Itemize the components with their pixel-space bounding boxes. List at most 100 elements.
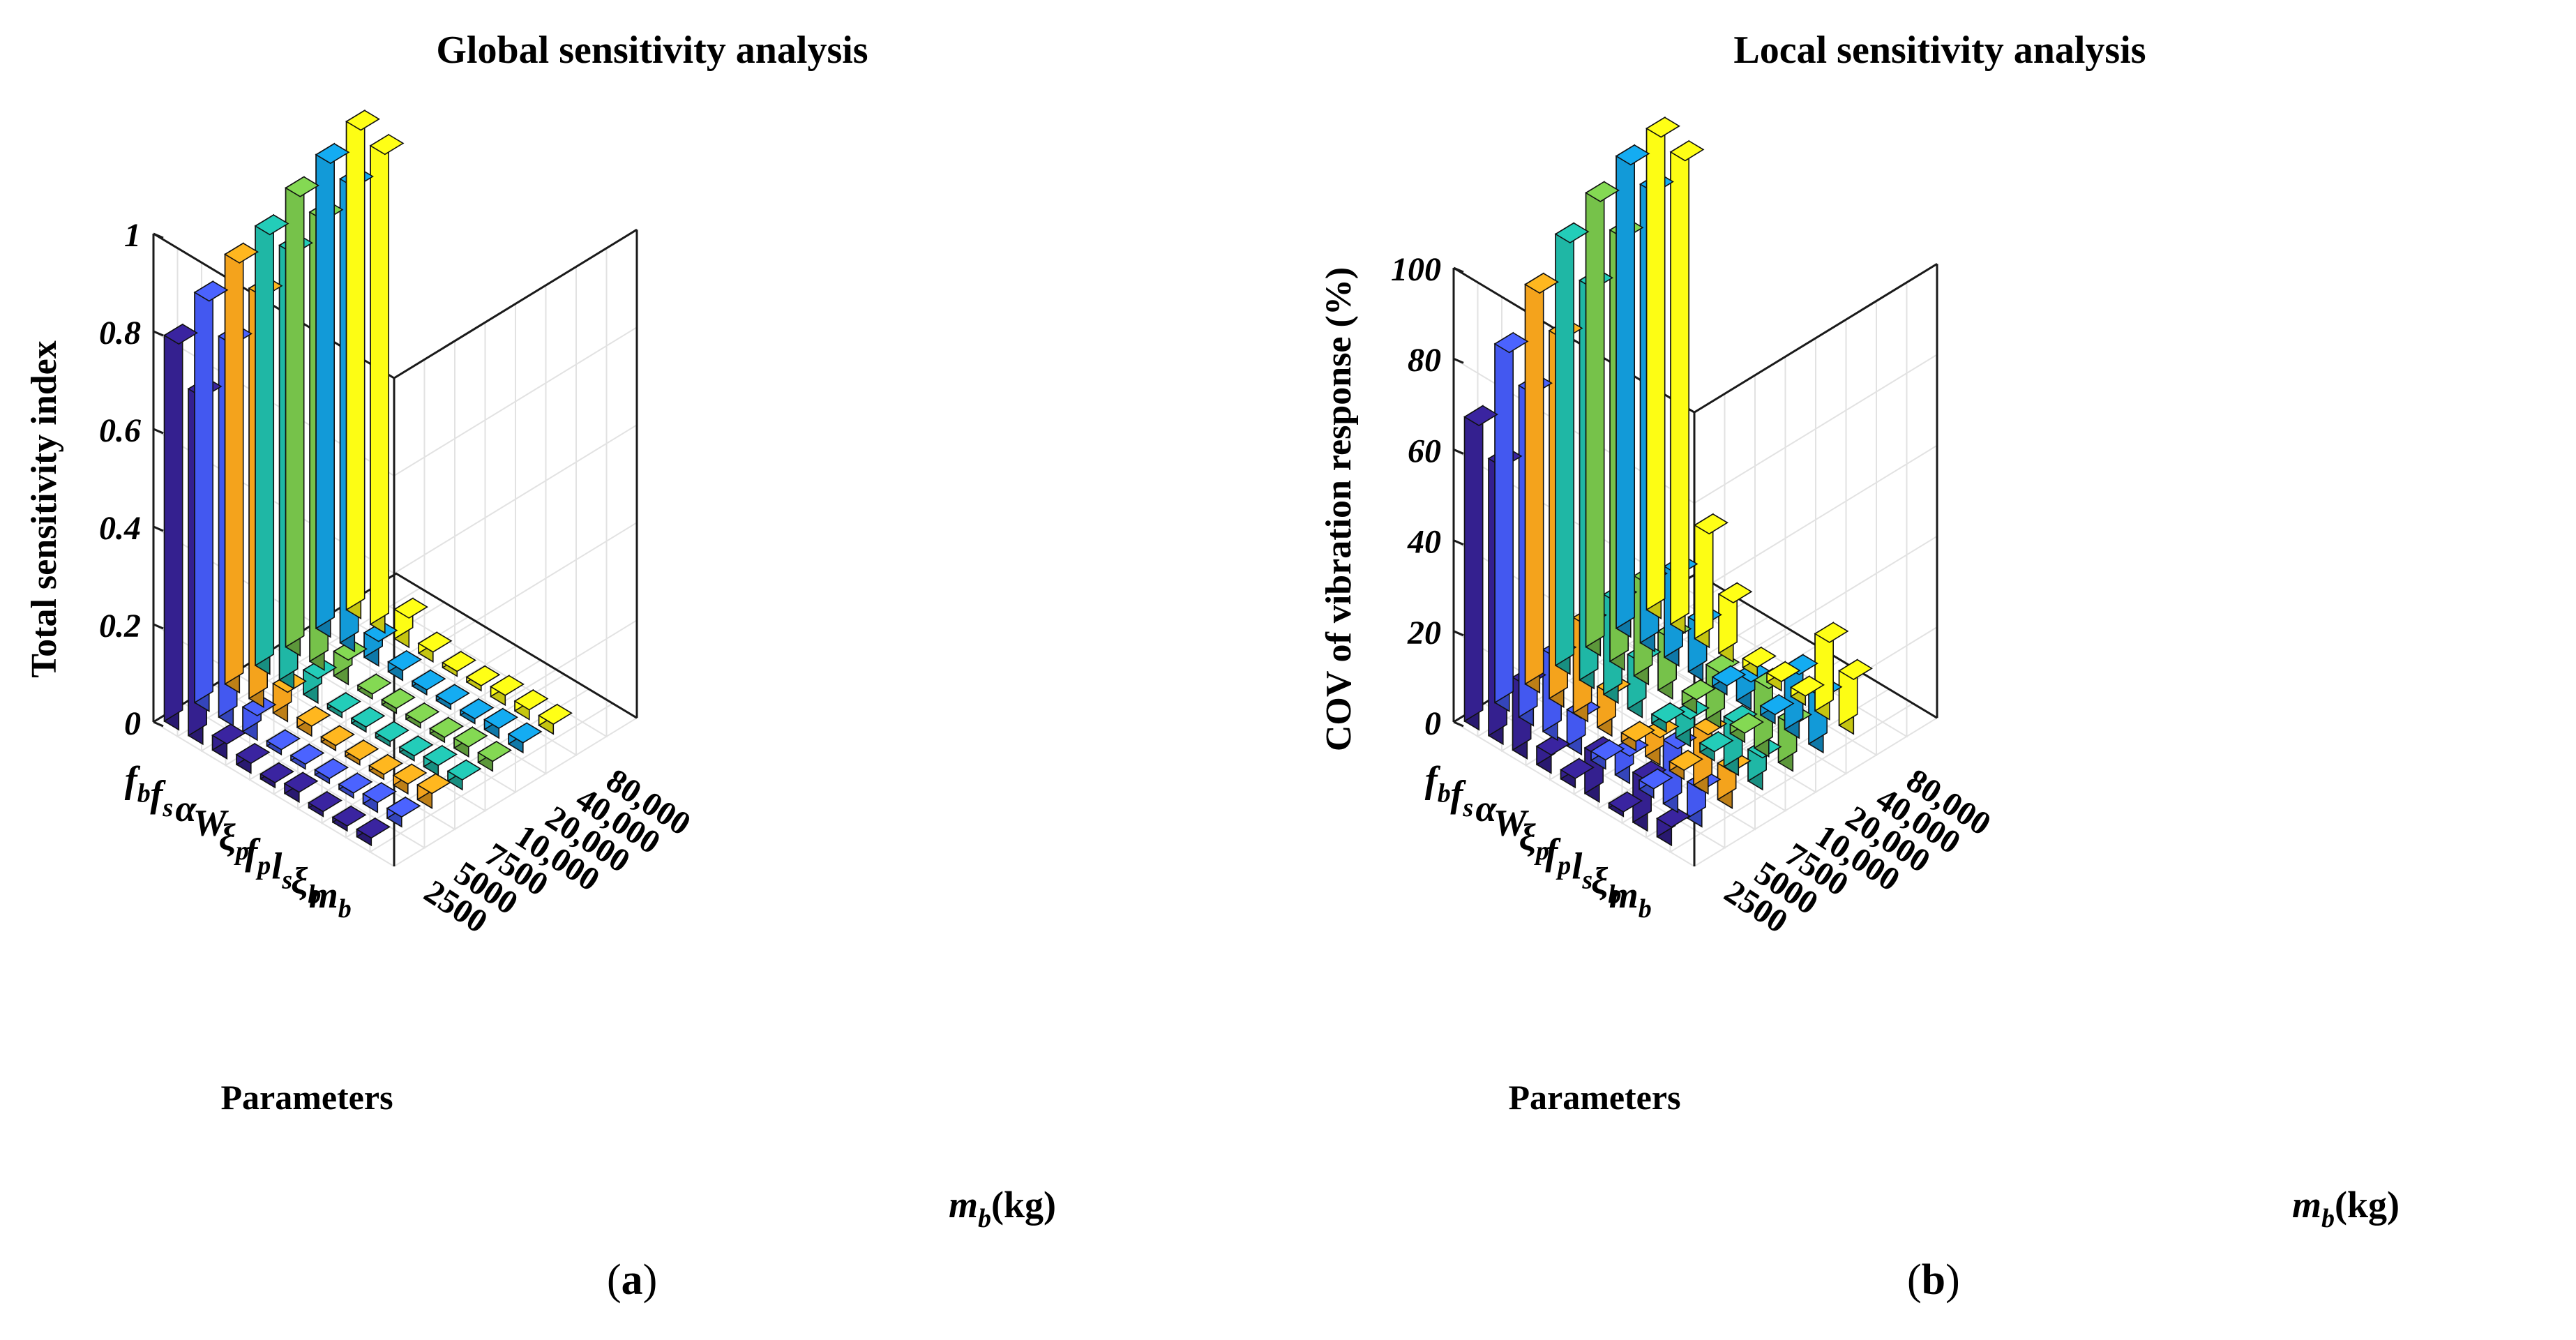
bar [315,142,350,638]
bar [1729,712,1764,744]
bar [326,691,361,718]
bar [1620,720,1655,752]
z-tick-label: 0 [1424,705,1441,742]
bar [459,698,495,725]
bar [331,805,367,832]
bar [1681,679,1716,715]
panel-b-label: (b) [1907,1256,1960,1304]
param-tick-label: ξp [219,816,249,866]
bar [362,781,397,813]
param-tick-label: W [1493,801,1530,843]
bars [163,109,573,847]
bar [1524,272,1559,694]
bar [1535,734,1571,774]
bar [308,790,342,818]
bar [289,743,325,770]
bar [211,723,246,760]
bar [392,763,428,795]
bar [405,702,440,729]
z-tick [1453,357,1464,364]
bar [1585,181,1620,657]
bar [435,683,470,711]
bar [235,742,271,774]
panel-a-label: (a) [607,1256,658,1304]
bar [320,725,355,752]
bar [369,133,405,634]
param-tick-label: fb [125,758,151,808]
bar [393,597,428,649]
z-tick-label: 0.6 [99,412,141,449]
z-tick [153,623,164,630]
param-tick-label: W [193,801,229,843]
bar [283,771,319,804]
z-tick-label: 0 [124,705,141,742]
mass-axis-title: mb(kg) [2292,1184,2400,1233]
param-tick-label: α [1475,788,1497,829]
bar [1711,665,1747,696]
bar [193,280,229,713]
z-tick-label: 100 [1391,251,1441,288]
bar [513,688,549,721]
param-tick-label: ls [271,845,292,895]
param-tick-label: fp [1545,831,1571,880]
z-tick-label: 1 [124,217,141,254]
bar [1560,758,1595,789]
bar [423,744,458,776]
bar [356,817,391,847]
bar [1650,702,1686,733]
bar [254,213,289,675]
bar [1590,739,1625,770]
bar [1493,331,1529,713]
bar [1838,658,1873,735]
bar [453,725,488,758]
z-tick-label: 60 [1408,432,1441,469]
bar [538,703,573,735]
bar [224,242,259,694]
chart-title: Local sensitivity analysis [1733,29,2146,72]
z-axis-label: Total sensitivity index [24,340,64,678]
bar [429,716,464,744]
bar [1669,140,1705,634]
bar [345,109,380,620]
bar [241,695,277,741]
z-tick-label: 0.8 [99,315,141,352]
bar [1669,749,1703,781]
bars [1463,116,1873,847]
z-tick [153,330,164,337]
bar [163,323,198,731]
bar [338,772,373,799]
chart-local-sensitivity: Local sensitivity analysis 0 20 40 60 80 100 CO… [1319,29,2400,1233]
bar [1765,661,1801,692]
param-tick-label: ls [1572,845,1592,895]
bar [1698,730,1734,762]
panel-b: Local sensitivity analysis 0 20 40 60 80 100 CO… [1288,0,2575,1340]
bar [411,669,446,696]
z-tick [1453,539,1464,546]
z-axis-label: COV of vibration response (%) [1319,267,1359,751]
z-tick-label: 80 [1408,342,1441,379]
chart-title: Global sensitivity analysis [436,29,868,72]
bar [416,772,451,810]
panel-a: Global sensitivity analysis 0 0.2 0.4 0.6 0.8… [24,29,1056,1304]
bar [1759,693,1795,725]
bar [1645,116,1680,620]
bar [507,722,543,754]
chart-global-sensitivity: Global sensitivity analysis 0 0.2 0.4 0.6 0.8… [24,29,1056,1233]
bar [1615,144,1650,638]
bar [363,620,398,668]
z-tick [153,721,164,728]
z-tick [1453,449,1464,455]
z-tick [153,525,164,532]
bar [1717,582,1753,663]
bar [266,728,301,756]
bar [1554,222,1590,675]
bar [1694,513,1728,649]
bar [1814,622,1849,721]
bar [398,735,434,762]
bar [381,687,416,715]
z-tick [153,428,164,435]
mass-axis-title: mb(kg) [949,1184,1056,1233]
param-axis-title: Parameters [220,1078,393,1117]
bar [386,796,421,828]
